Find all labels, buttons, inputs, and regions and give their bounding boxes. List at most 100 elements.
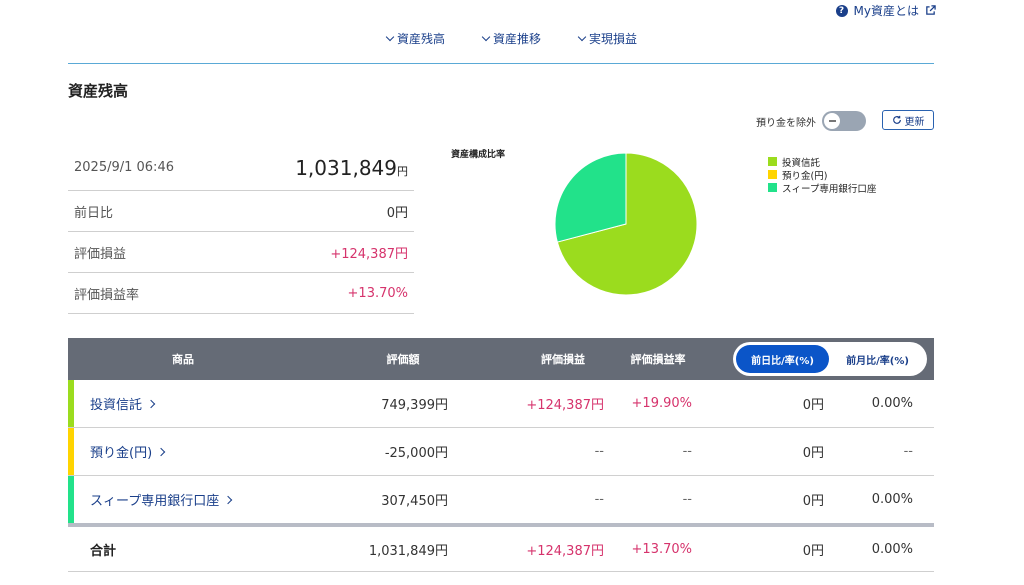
summary-total: 1,031,849円	[295, 156, 408, 180]
legend-item: 預り金(円)	[768, 168, 876, 182]
legend-swatch	[768, 170, 777, 179]
row-pl-rate: --	[682, 444, 692, 459]
row-pl-rate: +19.90%	[631, 396, 692, 411]
nav-balance[interactable]: 資産残高	[385, 30, 445, 47]
row-product: 預り金(円)	[90, 428, 166, 475]
total-diff: 0円	[802, 543, 824, 559]
summary-row-label: 評価損益率	[74, 287, 140, 303]
row-valuation: 749,399円	[381, 398, 448, 413]
legend-item: スィープ専用銀行口座	[768, 181, 877, 195]
row-valuation: 307,450円	[381, 494, 448, 509]
row-diff: 0円	[802, 494, 824, 509]
legend-swatch	[768, 183, 777, 192]
table-header: 商品 評価額 評価損益 評価損益率 前日比/率(%) 前月比/率(%)	[68, 338, 934, 380]
row-valuation: -25,000円	[384, 446, 448, 461]
section-nav: 資産残高 資産推移 実現損益	[0, 30, 1024, 47]
comparison-segment: 前日比/率(%) 前月比/率(%)	[733, 342, 927, 376]
product-link[interactable]: 投資信託	[90, 394, 156, 413]
legend-item: 投資信託	[768, 155, 876, 169]
total-diff-rate: 0.00%	[871, 541, 913, 557]
total-label: 合計	[90, 543, 117, 559]
question-icon: ?	[835, 4, 848, 17]
row-color-bar	[68, 380, 74, 427]
chevron-down-icon	[481, 32, 491, 41]
summary-row-value: +124,387円	[330, 246, 408, 262]
my-assets-help-link[interactable]: ? My資産とは	[835, 2, 936, 19]
header-product: 商品	[172, 353, 194, 366]
external-link-icon	[926, 5, 936, 15]
segment-daily[interactable]: 前日比/率(%)	[736, 345, 829, 373]
product-name: 投資信託	[90, 398, 143, 413]
nav-divider	[68, 63, 934, 64]
exclude-deposit-toggle[interactable]	[822, 111, 866, 131]
chart-legend: 投資信託 預り金(円) スィープ専用銀行口座	[768, 155, 877, 195]
pie-slice-0	[556, 152, 698, 296]
exclude-deposit-control: 預り金を除外	[756, 111, 866, 131]
summary-row-value: +13.70%	[347, 285, 408, 301]
chevron-right-icon	[156, 447, 166, 456]
chevron-down-icon	[577, 32, 587, 41]
product-name: 預り金(円)	[90, 446, 153, 461]
total-pl: +124,387円	[526, 543, 604, 559]
row-diff-rate: 0.00%	[871, 492, 913, 507]
pie-slice-2	[554, 152, 627, 243]
legend-label: 預り金(円)	[782, 170, 828, 182]
summary-row: 前日比 0円	[68, 191, 414, 232]
exclude-deposit-label: 預り金を除外	[756, 117, 816, 129]
chevron-down-icon	[385, 32, 395, 41]
row-pl: +124,387円	[526, 398, 604, 413]
segment-monthly[interactable]: 前月比/率(%)	[846, 355, 909, 367]
chart-title: 資産構成比率	[451, 150, 506, 160]
summary-row-value: 0円	[386, 205, 408, 221]
row-pl: --	[594, 444, 604, 459]
row-color-bar	[68, 476, 74, 523]
product-link[interactable]: 預り金(円)	[90, 442, 166, 461]
allocation-pie-chart	[554, 152, 698, 296]
row-product: 投資信託	[90, 380, 156, 427]
summary-total-value: 1,031,849	[295, 155, 397, 180]
product-name: スィープ専用銀行口座	[90, 494, 220, 509]
nav-history[interactable]: 資産推移	[481, 30, 541, 47]
refresh-label: 更新	[904, 116, 925, 128]
toggle-knob	[824, 113, 840, 129]
summary-row: 評価損益率 +13.70%	[68, 273, 414, 314]
nav-balance-label: 資産残高	[396, 32, 445, 46]
refresh-button[interactable]: 更新	[882, 110, 934, 130]
header-pl: 評価損益	[541, 353, 585, 366]
row-pl-rate: --	[682, 492, 692, 507]
page-title: 資産残高	[68, 82, 129, 100]
nav-realized-pl-label: 実現損益	[589, 32, 638, 46]
total-separator	[68, 523, 934, 527]
summary-row: 評価損益 +124,387円	[68, 232, 414, 273]
summary-row-label: 前日比	[74, 205, 114, 221]
legend-label: 投資信託	[782, 157, 821, 169]
header-pl-rate: 評価損益率	[630, 353, 686, 366]
total-pl-rate: +13.70%	[631, 541, 692, 557]
header-valuation: 評価額	[386, 353, 420, 366]
row-diff: 0円	[802, 398, 824, 413]
product-link[interactable]: スィープ専用銀行口座	[90, 490, 233, 509]
nav-history-label: 資産推移	[492, 32, 541, 46]
row-diff: 0円	[802, 446, 824, 461]
table-row: 投資信託 749,399円 +124,387円 +19.90% 0円 0.00%	[68, 380, 934, 428]
table-row: 預り金(円) -25,000円 -- -- 0円 --	[68, 428, 934, 476]
table-total-row: 合計 1,031,849円 +124,387円 +13.70% 0円 0.00%	[68, 527, 934, 572]
row-color-bar	[68, 428, 74, 475]
row-diff-rate: 0.00%	[871, 396, 913, 411]
table-row: スィープ専用銀行口座 307,450円 -- -- 0円 0.00%	[68, 476, 934, 523]
help-link-label: My資産とは	[853, 4, 919, 18]
summary-datetime: 2025/9/1 06:46	[74, 160, 174, 175]
legend-label: スィープ専用銀行口座	[782, 183, 877, 195]
summary-row-label: 評価損益	[74, 246, 127, 262]
summary-total-unit: 円	[397, 164, 408, 178]
holdings-table: 商品 評価額 評価損益 評価損益率 前日比/率(%) 前月比/率(%) 投資信託…	[68, 338, 934, 572]
summary-total-row: 2025/9/1 06:46 1,031,849円	[68, 145, 414, 191]
balance-summary: 2025/9/1 06:46 1,031,849円 前日比 0円 評価損益 +1…	[68, 145, 414, 314]
row-product: スィープ専用銀行口座	[90, 476, 233, 523]
nav-realized-pl[interactable]: 実現損益	[577, 30, 638, 47]
chevron-right-icon	[146, 399, 156, 408]
chevron-right-icon	[223, 495, 233, 504]
row-pl: --	[594, 492, 604, 507]
total-valuation: 1,031,849円	[368, 543, 448, 559]
legend-swatch	[768, 157, 777, 166]
